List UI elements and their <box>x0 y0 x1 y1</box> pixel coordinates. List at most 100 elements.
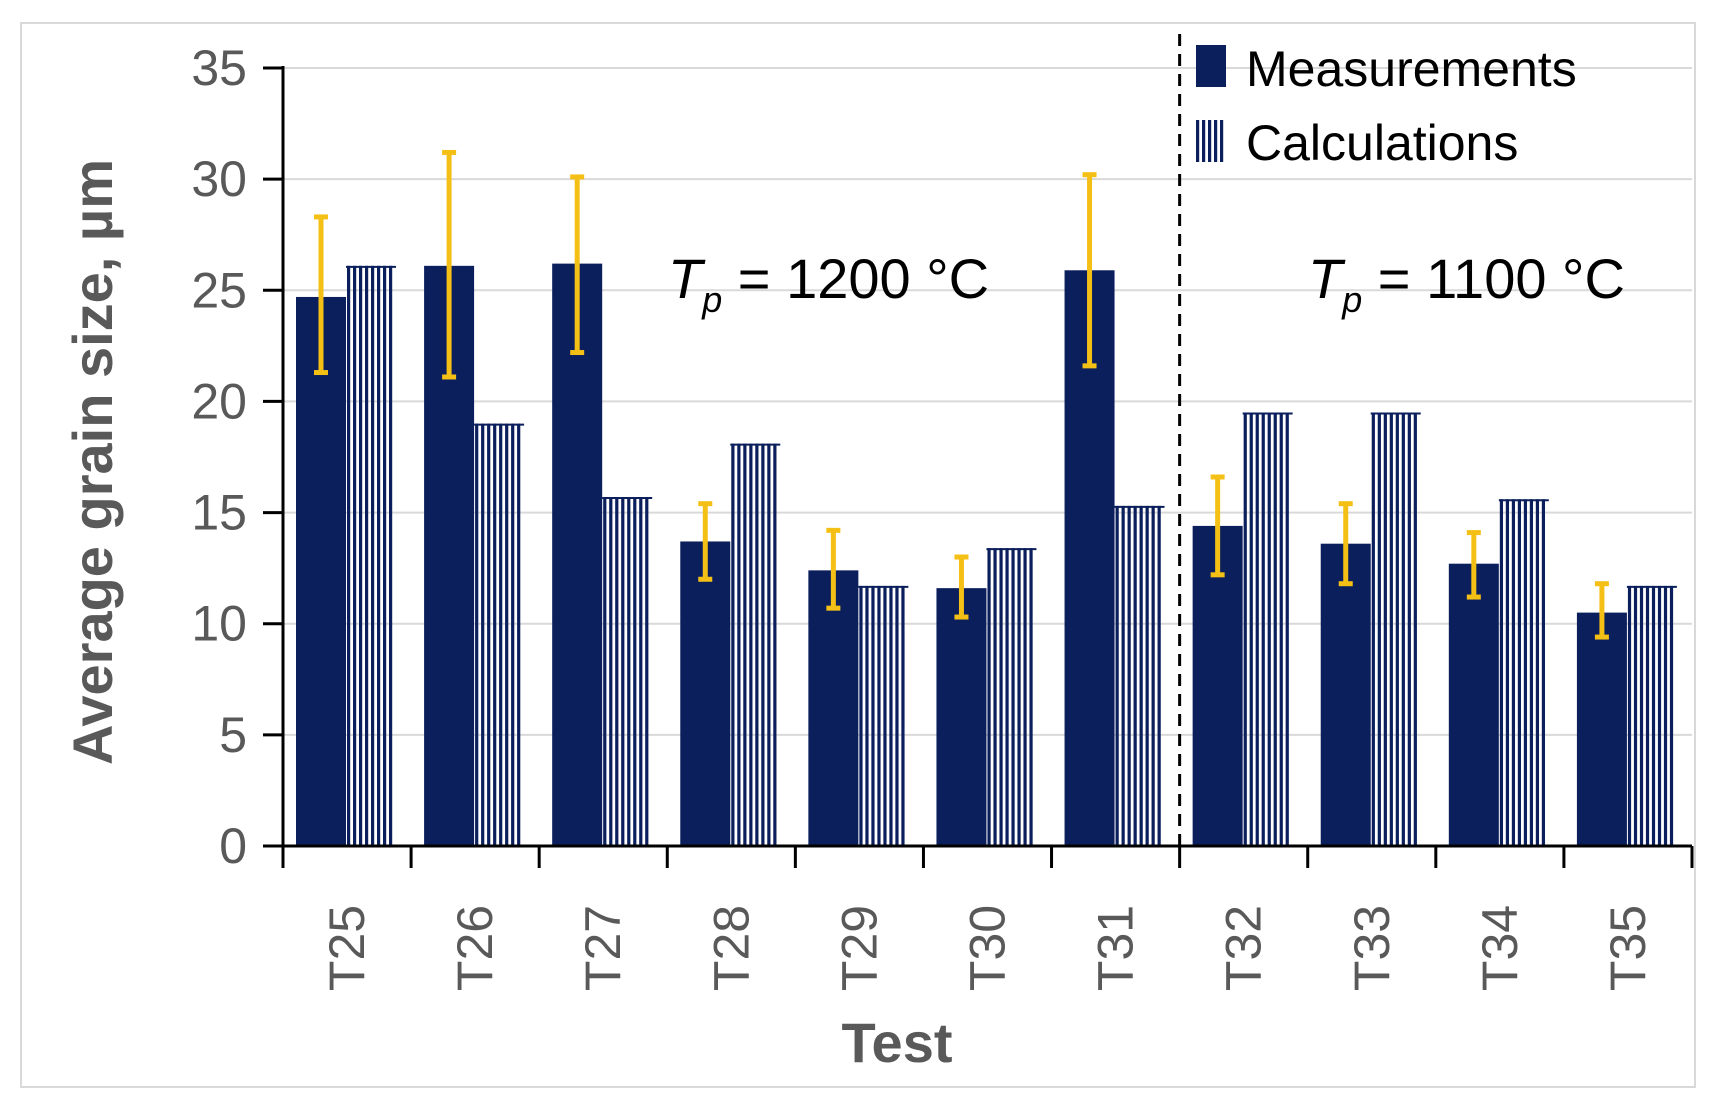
stripe <box>359 265 363 846</box>
error-bar-T25 <box>314 214 328 376</box>
stripe <box>1383 412 1387 846</box>
stripe <box>633 497 637 846</box>
stripe <box>1663 585 1668 846</box>
stripe <box>1669 585 1674 846</box>
anno1-text: = 1200 °C <box>722 247 989 310</box>
stripe <box>1145 505 1149 846</box>
stripe <box>505 423 509 846</box>
stripe <box>993 548 997 846</box>
y-tick-label-15: 15 <box>191 485 247 541</box>
error-bars <box>314 149 1609 640</box>
legend-swatch-calculations <box>1196 120 1224 162</box>
stripe <box>603 497 607 846</box>
stripe <box>743 443 747 846</box>
error-bar-T29 <box>826 527 841 611</box>
calculation-bar-T35 <box>1626 585 1677 846</box>
stripe <box>1115 505 1119 846</box>
stripe <box>475 423 479 846</box>
stripe <box>755 443 759 846</box>
x-tick-label-T29: T29 <box>831 905 887 991</box>
x-tick-label-T25: T25 <box>319 905 375 991</box>
x-tick-label-T26: T26 <box>447 905 503 991</box>
y-tick-label-20: 20 <box>191 373 247 429</box>
error-bar-T28 <box>698 501 713 582</box>
anno2-text: = 1100 °C <box>1362 247 1625 310</box>
x-tick-label-T34: T34 <box>1472 905 1528 991</box>
stripe <box>487 423 491 846</box>
stripe <box>731 443 735 846</box>
stripe <box>901 585 905 846</box>
error-bar-T31 <box>1082 172 1097 369</box>
stripe <box>639 497 643 846</box>
calculation-bar-T30 <box>986 548 1037 846</box>
stripe <box>1139 505 1143 846</box>
y-tick-label-5: 5 <box>219 707 247 763</box>
stripe <box>859 585 863 846</box>
measurement-bar-T29 <box>808 570 859 846</box>
x-tick-label-T30: T30 <box>960 905 1016 991</box>
stripe <box>1407 412 1411 846</box>
stripe <box>383 265 387 846</box>
annotation-1100: Tp = 1100 °C <box>1308 247 1625 320</box>
y-tick-label-30: 30 <box>191 151 247 207</box>
stripe <box>1127 505 1131 846</box>
stripe <box>1639 585 1644 846</box>
y-tick-label-10: 10 <box>191 596 247 652</box>
stripe <box>1023 548 1027 846</box>
x-tick-labels: T25 T26 T27 T28 T29 T30 T31 T32 T33 T34 T35 <box>319 905 1656 991</box>
anno2-italic: T <box>1308 247 1346 310</box>
stripe <box>1011 548 1015 846</box>
stripe <box>1627 585 1632 846</box>
stripe <box>615 497 619 846</box>
stripe <box>621 497 625 846</box>
calculation-bar-T34 <box>1498 499 1549 846</box>
measurement-bar-T34 <box>1448 563 1499 846</box>
stripe <box>353 265 357 846</box>
error-bar-T32 <box>1210 474 1225 578</box>
measurement-bar-T35 <box>1576 612 1627 846</box>
stripe <box>377 265 381 846</box>
stripe <box>609 497 613 846</box>
stripe <box>1017 548 1021 846</box>
calculation-bar-T28 <box>730 443 781 846</box>
stripe <box>895 585 899 846</box>
y-tick-label-25: 25 <box>191 262 247 318</box>
calculation-bar-T26 <box>474 423 525 846</box>
anno2-sub: p <box>1341 279 1362 320</box>
stripe <box>749 443 753 846</box>
calculation-bar-T29 <box>858 585 909 846</box>
stripe <box>645 497 649 846</box>
stripe <box>1651 585 1656 846</box>
anno1-sub: p <box>701 279 722 320</box>
measurement-bar-T27 <box>552 263 603 846</box>
legend-stripe <box>1220 120 1224 162</box>
legend-stripe <box>1202 120 1206 162</box>
stripe <box>347 265 351 846</box>
stripe <box>627 497 631 846</box>
stripe <box>865 585 869 846</box>
stripe <box>1261 412 1265 846</box>
y-tick-labels: 0 5 10 15 20 25 30 35 <box>191 40 247 874</box>
stripe <box>889 585 893 846</box>
stripe <box>1249 412 1253 846</box>
stripe <box>1133 505 1137 846</box>
stripe <box>1371 412 1375 846</box>
stripe <box>365 265 369 846</box>
svg-text:Tp = 1200 °C: Tp = 1200 °C <box>668 247 989 320</box>
stripe <box>493 423 497 846</box>
stripe <box>1529 499 1534 846</box>
legend-stripe <box>1196 120 1200 162</box>
calculation-bar-T27 <box>602 497 653 846</box>
measurement-bar-T32 <box>1192 525 1243 846</box>
error-bar-T35 <box>1594 581 1609 640</box>
stripe <box>1273 412 1277 846</box>
error-bar-T30 <box>954 554 969 620</box>
y-axis-title: Average grain size, µm <box>61 159 124 765</box>
stripe <box>1505 499 1510 846</box>
x-tick-label-T35: T35 <box>1600 905 1656 991</box>
error-bar-T34 <box>1466 530 1481 600</box>
calculation-bar-T33 <box>1370 412 1421 846</box>
stripe <box>389 265 393 846</box>
legend-stripe <box>1214 120 1218 162</box>
stripe <box>1029 548 1033 846</box>
